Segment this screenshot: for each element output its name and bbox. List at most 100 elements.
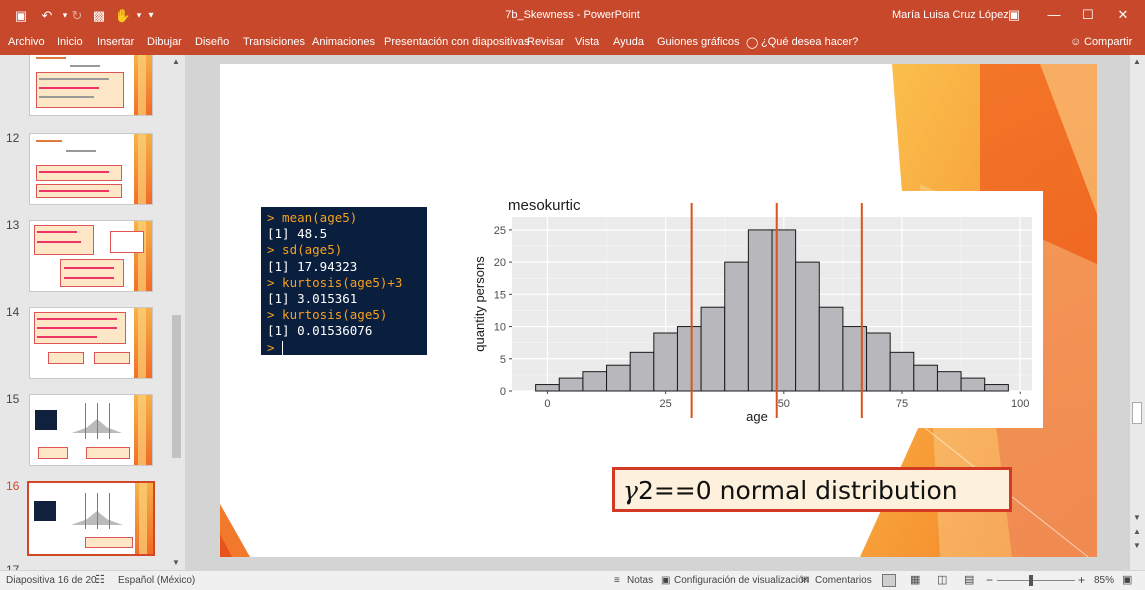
normal-view-icon[interactable] <box>882 574 896 587</box>
histogram-chart[interactable]: 0 25 50 75 100 0 5 10 15 20 25 mesokurtic age quantit… <box>470 191 1043 428</box>
tab-animaciones[interactable]: Animaciones <box>312 36 375 48</box>
slide-thumbnail-13[interactable] <box>29 220 153 292</box>
minimize-icon[interactable]: — <box>1047 7 1061 22</box>
tab-guiones[interactable]: Guiones gráficos <box>657 36 740 48</box>
display-settings-icon: ▣ <box>661 575 671 586</box>
slide-thumbnail-14[interactable] <box>29 307 153 379</box>
reading-view-icon[interactable]: ◫ <box>937 574 948 586</box>
histogram-bar <box>795 261 820 392</box>
fit-slide-icon[interactable]: ▣ <box>1122 574 1133 586</box>
histogram-bar <box>653 332 678 392</box>
histogram-bar <box>818 306 844 392</box>
console-line: [1] 3.015361 <box>267 291 358 307</box>
console-line: [1] 0.01536076 <box>267 323 373 339</box>
thumbnail-scrollbar[interactable]: ▲ ▼ <box>170 55 183 570</box>
slide-scroll-thumb[interactable] <box>1132 402 1142 424</box>
histogram-bar <box>700 306 726 392</box>
histogram-bar <box>984 384 1009 392</box>
callout-label: 2==0 normal distribution <box>637 476 958 505</box>
thumbnail-scroll-thumb[interactable] <box>172 315 181 458</box>
histogram-bar <box>747 229 773 392</box>
save-icon[interactable]: ▣ <box>14 8 28 23</box>
touch-dropdown-icon[interactable]: ▾ <box>136 10 142 20</box>
console-prompt: > <box>267 339 283 355</box>
notes-button[interactable]: Notas <box>627 575 654 586</box>
slide-number: 12 <box>6 131 20 145</box>
zoom-level[interactable]: 85% <box>1094 575 1115 586</box>
histogram-bar <box>582 371 608 392</box>
slide-scrollbar[interactable]: ▲ ▼ ▲ ▼ <box>1130 55 1145 570</box>
slide-16[interactable]: > mean(age5) [1] 48.5 > sd(age5) [1] 17.… <box>220 64 1097 557</box>
scroll-up-icon[interactable]: ▲ <box>1133 57 1141 66</box>
slide-thumbnail-15[interactable] <box>29 394 153 466</box>
scroll-down-icon[interactable]: ▼ <box>1133 513 1141 522</box>
tab-archivo[interactable]: Archivo <box>8 36 45 48</box>
present-icon[interactable]: ▩ <box>92 8 106 23</box>
tab-inicio[interactable]: Inicio <box>57 36 83 48</box>
next-slide-icon[interactable]: ▼ <box>1133 541 1141 550</box>
zoom-out-icon[interactable]: − <box>986 573 994 587</box>
zoom-slider-track[interactable] <box>997 580 1075 581</box>
undo-icon[interactable]: ↶ <box>41 8 53 23</box>
spellcheck-icon[interactable]: ☷ <box>95 574 105 586</box>
histogram-bar <box>960 377 986 392</box>
slide-info[interactable]: Diapositiva 16 de 20 <box>6 575 97 586</box>
tell-me-input[interactable]: ¿Qué desea hacer? <box>761 36 859 48</box>
status-bar: Diapositiva 16 de 20 ☷ Español (México) … <box>0 570 1145 590</box>
slide-sorter-icon[interactable]: ▦ <box>910 574 921 586</box>
console-line: > kurtosis(age5)+3 <box>267 274 403 290</box>
y-tick-label: 10 <box>494 322 506 334</box>
callout-box[interactable]: γ2==0 normal distribution <box>612 467 1012 512</box>
slide-thumbnail-12[interactable] <box>29 133 153 205</box>
maximize-icon[interactable]: ☐ <box>1082 7 1094 22</box>
close-icon[interactable]: ✕ <box>1117 7 1129 22</box>
ribbon-display-icon[interactable]: ▣ <box>1007 7 1021 22</box>
y-tick-label: 0 <box>500 386 506 398</box>
share-button[interactable]: Compartir <box>1084 36 1133 48</box>
redo-icon[interactable]: ↻ <box>71 8 83 23</box>
y-tick-label: 20 <box>494 257 506 269</box>
tab-vista[interactable]: Vista <box>575 36 600 48</box>
customize-toolbar-icon[interactable]: ▾ <box>148 10 154 21</box>
tab-ayuda[interactable]: Ayuda <box>613 36 644 48</box>
x-tick-label: 0 <box>544 398 550 410</box>
lightbulb-icon: ◯ <box>746 37 759 49</box>
tab-diseno[interactable]: Diseño <box>195 36 230 48</box>
ribbon-tabs: Archivo Inicio Insertar Dibujar Diseño T… <box>0 31 1145 55</box>
previous-slide-icon[interactable]: ▲ <box>1133 527 1141 536</box>
r-console-output: > mean(age5) [1] 48.5 > sd(age5) [1] 17.… <box>261 207 427 356</box>
slide-thumbnail-11[interactable] <box>29 55 153 116</box>
slide-thumbnail-16-selected[interactable] <box>27 481 155 556</box>
tab-presentacion[interactable]: Presentación con diapositivas <box>384 36 530 48</box>
histogram-bar <box>558 377 584 392</box>
language[interactable]: Español (México) <box>118 575 196 586</box>
console-line: > kurtosis(age5) <box>267 307 388 323</box>
tab-transiciones[interactable]: Transiciones <box>243 36 305 48</box>
tab-revisar[interactable]: Revisar <box>527 36 565 48</box>
x-tick-label: 50 <box>778 398 790 410</box>
scroll-down-icon[interactable]: ▼ <box>172 558 180 567</box>
histogram-bar <box>842 326 868 392</box>
histogram-bar <box>771 229 797 392</box>
comments-icon: ✉ <box>801 575 810 586</box>
undo-dropdown-icon[interactable]: ▾ <box>62 10 68 20</box>
slide-number: 16 <box>6 479 20 493</box>
slide-number: 14 <box>6 305 20 319</box>
user-name[interactable]: María Luisa Cruz López <box>892 9 1009 21</box>
tab-insertar[interactable]: Insertar <box>97 36 135 48</box>
histogram-bar <box>866 332 891 392</box>
slideshow-icon[interactable]: ▤ <box>964 574 975 586</box>
zoom-slider-handle[interactable] <box>1029 575 1033 586</box>
slide-number: 13 <box>6 218 20 232</box>
comments-button[interactable]: Comentarios <box>815 575 872 586</box>
histogram-bar <box>913 364 938 392</box>
touch-mode-icon[interactable]: ✋ <box>114 8 132 23</box>
tab-dibujar[interactable]: Dibujar <box>147 36 182 48</box>
x-tick-label: 75 <box>896 398 908 410</box>
zoom-in-icon[interactable]: + <box>1078 573 1086 587</box>
display-settings-button[interactable]: Configuración de visualización <box>674 575 810 586</box>
scroll-up-icon[interactable]: ▲ <box>172 57 180 66</box>
slide-thumbnail-panel: 12 13 14 15 16 <box>0 55 183 570</box>
text-cursor <box>282 341 284 356</box>
histogram-bar <box>936 371 962 392</box>
